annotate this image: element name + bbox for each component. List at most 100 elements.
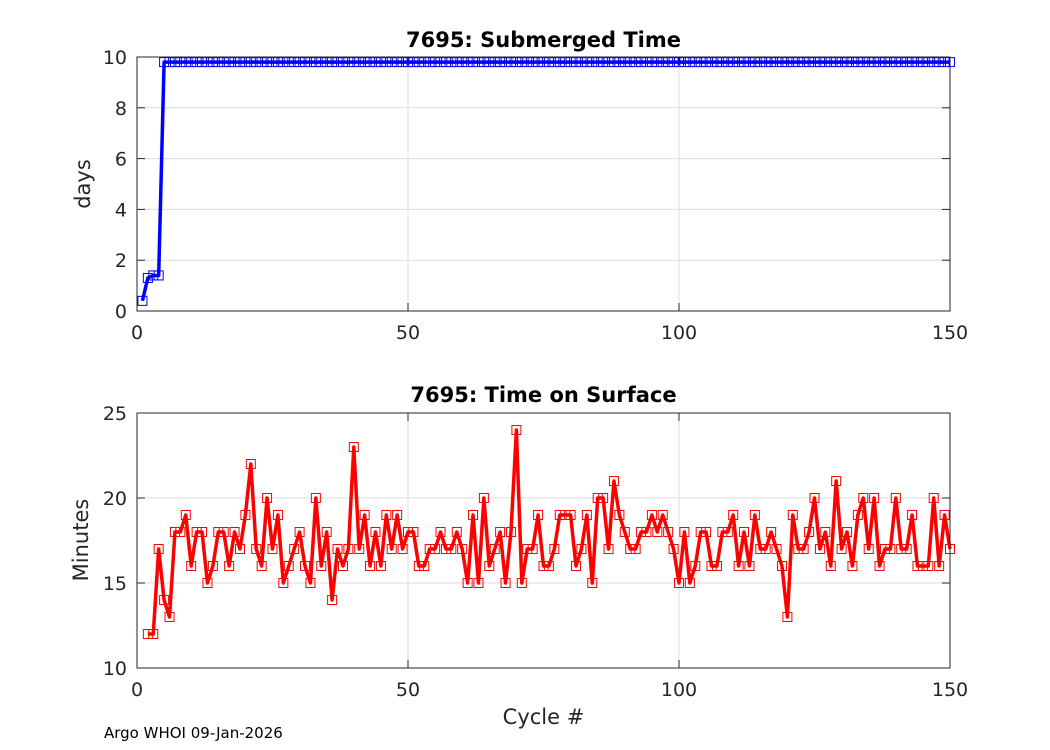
surface-data-point <box>863 544 874 554</box>
submerged-data-point <box>630 57 641 68</box>
submerged-axes-box <box>136 56 951 312</box>
surface-data-point <box>148 629 159 639</box>
surface-data-point <box>153 544 164 554</box>
submerged-data-point <box>554 57 565 68</box>
submerged-time-axes: 0 50 100 150 0 2 4 6 8 10 7695: Submerged Time da… <box>71 28 968 344</box>
submerged-data-point <box>831 57 842 68</box>
submerged-data-point <box>180 57 191 68</box>
surface-data-point <box>419 561 430 571</box>
surface-series <box>142 425 955 639</box>
submerged-data-point <box>717 57 728 68</box>
submerged-data-point <box>451 57 462 68</box>
submerged-data-point <box>543 57 554 68</box>
surface-x-tick-label: 0 <box>131 679 143 701</box>
submerged-data-point <box>847 57 858 68</box>
submerged-data-point <box>186 57 197 68</box>
surface-data-point <box>164 612 175 622</box>
surface-data-point <box>798 544 809 554</box>
surface-x-tick-label: 150 <box>932 679 968 701</box>
surface-data-point <box>159 595 170 605</box>
surface-data-point <box>858 493 869 503</box>
surface-data-point <box>348 442 359 452</box>
surface-data-point <box>885 544 896 554</box>
surface-data-point <box>928 493 939 503</box>
surface-data-point <box>381 510 392 520</box>
surface-data-point <box>625 544 636 554</box>
submerged-data-point <box>197 57 208 68</box>
submerged-data-point <box>890 57 901 68</box>
surface-data-point <box>175 527 186 537</box>
surface-data-point <box>256 561 267 571</box>
surface-axes-box <box>136 412 951 669</box>
submerged-x-tick-label: 100 <box>661 322 697 344</box>
submerged-data-point <box>571 57 582 68</box>
submerged-plot-area <box>137 57 950 311</box>
submerged-data-point <box>641 57 652 68</box>
submerged-data-point <box>213 57 224 68</box>
submerged-data-point <box>511 57 522 68</box>
submerged-data-point <box>598 57 609 68</box>
surface-data-point <box>511 425 522 435</box>
submerged-y-tick-label: 2 <box>115 250 127 272</box>
surface-series-line <box>147 428 952 636</box>
surface-data-point <box>262 493 273 503</box>
surface-data-point <box>782 612 793 622</box>
surface-data-point <box>657 510 668 520</box>
surface-data-point <box>321 527 332 537</box>
surface-data-point <box>809 493 820 503</box>
submerged-data-point <box>505 57 516 68</box>
surface-data-point <box>489 544 500 554</box>
surface-data-point <box>907 510 918 520</box>
submerged-data-point <box>343 57 354 68</box>
surface-data-point <box>533 510 544 520</box>
surface-data-point <box>343 544 354 554</box>
submerged-data-point <box>684 57 695 68</box>
submerged-data-point <box>142 272 153 283</box>
submerged-data-point <box>842 57 853 68</box>
surface-data-point <box>755 544 766 554</box>
surface-data-point <box>842 527 853 537</box>
submerged-data-point <box>679 57 690 68</box>
submerged-data-point <box>668 57 679 68</box>
submerged-data-point <box>424 57 435 68</box>
surface-data-point <box>505 527 516 537</box>
submerged-data-point <box>495 57 506 68</box>
submerged-data-point <box>739 57 750 68</box>
surface-data-point <box>847 561 858 571</box>
submerged-data-point <box>776 57 787 68</box>
surface-data-point <box>869 493 880 503</box>
submerged-data-point <box>392 57 403 68</box>
surface-data-point <box>473 578 484 588</box>
submerged-data-point <box>289 57 300 68</box>
surface-data-point <box>229 527 240 537</box>
submerged-data-point <box>484 57 495 68</box>
submerged-data-point <box>305 57 316 68</box>
surface-data-point <box>804 527 815 537</box>
surface-data-point <box>679 527 690 537</box>
surface-data-point <box>300 561 311 571</box>
submerged-ticks: 0 50 100 150 0 2 4 6 8 10 <box>103 47 968 344</box>
surface-data-point <box>614 510 625 520</box>
submerged-data-point <box>316 57 327 68</box>
submerged-data-point <box>581 57 592 68</box>
submerged-data-point <box>744 57 755 68</box>
surface-data-point <box>576 544 587 554</box>
surface-data-point <box>890 493 901 503</box>
submerged-data-point <box>381 57 392 68</box>
submerged-data-point <box>549 57 560 68</box>
submerged-data-point <box>370 57 381 68</box>
surface-data-point <box>359 510 370 520</box>
submerged-data-point <box>798 57 809 68</box>
surface-data-point <box>370 527 381 537</box>
submerged-y-tick-label: 0 <box>115 301 127 323</box>
submerged-data-point <box>755 57 766 68</box>
surface-data-point <box>706 561 717 571</box>
submerged-data-point <box>229 57 240 68</box>
submerged-data-point <box>560 57 571 68</box>
submerged-data-point <box>522 57 533 68</box>
surface-y-axis-label: Minutes <box>69 499 93 582</box>
submerged-data-point <box>457 57 468 68</box>
surface-data-point <box>283 561 294 571</box>
submerged-data-point <box>283 57 294 68</box>
